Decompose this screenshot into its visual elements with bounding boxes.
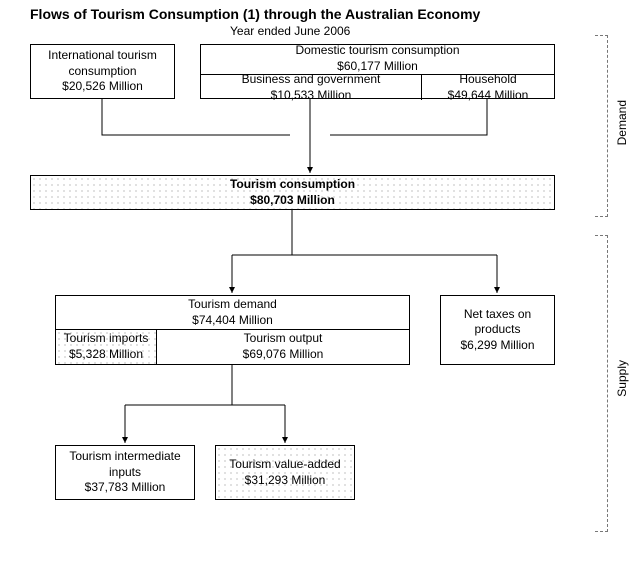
value: $10,533 Million: [201, 88, 421, 104]
box-tourism-imports: Tourism imports $5,328 Million: [56, 329, 157, 364]
box-net-taxes: Net taxes on products $6,299 Million: [440, 295, 555, 365]
label: Tourism output: [157, 331, 409, 347]
box-value-added: Tourism value-added $31,293 Million: [215, 445, 355, 500]
box-international: International tourism consumption $20,52…: [30, 44, 175, 99]
bracket-label-demand: Demand: [615, 100, 629, 145]
label: Tourism imports: [56, 331, 156, 347]
chart-subtitle: Year ended June 2006: [230, 24, 350, 38]
box-tourism-demand: Tourism demand $74,404 Million Tourism i…: [55, 295, 410, 365]
box-household: Household $49,644 Million: [422, 74, 554, 100]
value: $69,076 Million: [157, 347, 409, 363]
box-business-government: Business and government $10,533 Million: [201, 74, 422, 100]
label: International tourism consumption: [35, 48, 170, 79]
value: $31,293 Million: [220, 473, 350, 489]
label: Tourism consumption: [35, 177, 550, 193]
label: Domestic tourism consumption: [201, 43, 554, 59]
box-intermediate-inputs: Tourism intermediate inputs $37,783 Mill…: [55, 445, 195, 500]
chart-title: Flows of Tourism Consumption (1) through…: [30, 6, 480, 22]
label: Tourism demand: [56, 297, 409, 313]
value: $5,328 Million: [56, 347, 156, 363]
label: Household: [422, 72, 554, 88]
value: $74,404 Million: [56, 313, 409, 329]
label: Business and government: [201, 72, 421, 88]
box-domestic: Domestic tourism consumption $60,177 Mil…: [200, 44, 555, 99]
label: Tourism value-added: [220, 457, 350, 473]
value: $6,299 Million: [445, 338, 550, 354]
label: Tourism intermediate inputs: [60, 449, 190, 480]
bracket-label-supply: Supply: [615, 360, 629, 397]
label: Net taxes on products: [445, 307, 550, 338]
bracket-supply: [595, 235, 608, 532]
value: $49,644 Million: [422, 88, 554, 104]
value: $80,703 Million: [35, 193, 550, 209]
box-tourism-consumption: Tourism consumption $80,703 Million: [30, 175, 555, 210]
bracket-demand: [595, 35, 608, 217]
box-tourism-output: Tourism output $69,076 Million: [157, 329, 409, 364]
value: $20,526 Million: [35, 79, 170, 95]
value: $37,783 Million: [60, 480, 190, 496]
